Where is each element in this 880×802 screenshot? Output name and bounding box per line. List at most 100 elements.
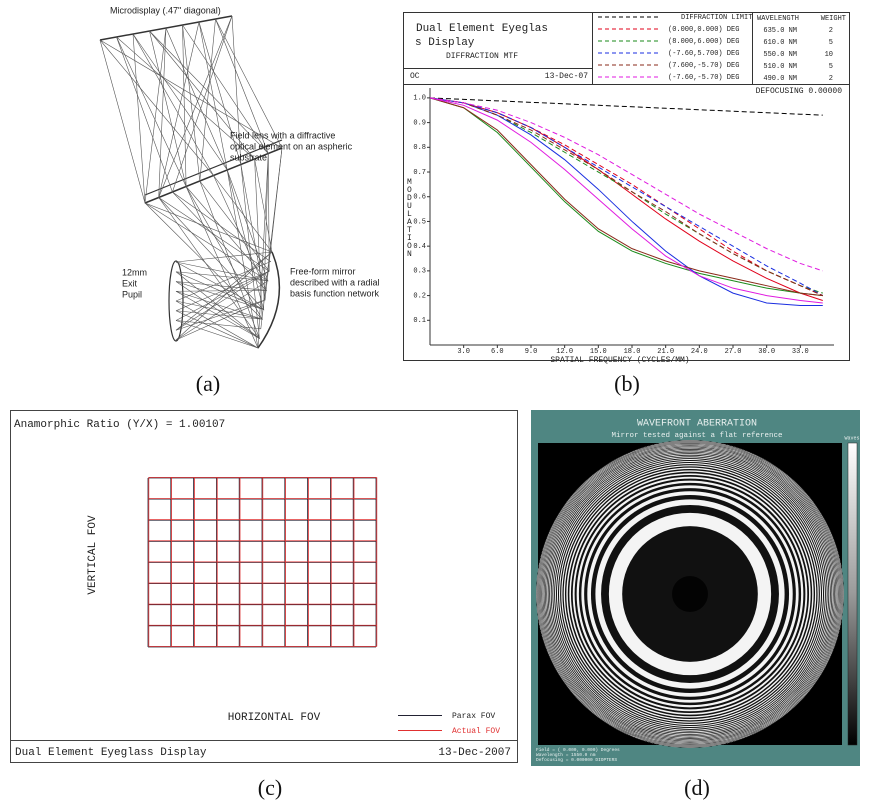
- y-tick-label: 0.4: [413, 243, 426, 251]
- mirror-surface: [257, 251, 281, 349]
- label-pupil: 12mm: [122, 267, 147, 277]
- label-microdisplay: Microdisplay (.47" diagonal): [110, 5, 221, 15]
- label-pupil: Pupil: [122, 289, 142, 299]
- ray: [175, 24, 269, 311]
- ray: [132, 33, 273, 331]
- ratio-label: Anamorphic Ratio (Y/X) = 1.00107: [14, 419, 225, 431]
- lens-surface: [144, 139, 283, 196]
- label-pupil: Exit: [122, 278, 138, 288]
- optical-layout: [99, 15, 283, 349]
- frame: [10, 410, 518, 763]
- table-cell: 2: [829, 27, 833, 35]
- map-title: WAVEFRONT ABERRATION: [637, 419, 757, 430]
- table-cell: 510.0 NM: [763, 63, 797, 71]
- table-header: WAVELENGTH: [757, 15, 799, 23]
- chart-subtitle: DIFFRACTION MTF: [446, 52, 518, 61]
- x-tick-label: 15.0: [590, 348, 607, 356]
- x-axis-label: HORIZONTAL FOV: [228, 712, 321, 724]
- map-footer: Defocusing = 0.000000 DIOPTERS: [536, 757, 617, 763]
- legend-label: DIFFRACTION LIMIT: [681, 14, 752, 22]
- chart-title: Dual Element Eyeglas: [416, 23, 548, 35]
- legend-label: (-7.60,5.700) DEG: [668, 50, 739, 58]
- exit-pupil: [168, 260, 184, 342]
- label-mirror: described with a radial: [290, 277, 380, 287]
- ray: [149, 30, 263, 320]
- table-cell: 2: [829, 75, 833, 83]
- mtf-chart: Dual Element Eyeglas s Display DIFFRACTI…: [403, 12, 850, 365]
- caption: (a): [196, 371, 220, 396]
- mtf-curve: [429, 97, 823, 306]
- table-cell: 610.0 NM: [763, 39, 797, 47]
- x-tick-label: 24.0: [691, 348, 708, 356]
- mtf-curve: [429, 97, 823, 297]
- y-tick-label: 0.6: [413, 194, 426, 202]
- legend-label: Parax FOV: [452, 712, 495, 721]
- y-tick-label: 0.2: [413, 292, 426, 300]
- table-cell: 490.0 NM: [763, 75, 797, 83]
- x-tick-label: 3.0: [457, 348, 470, 356]
- label-mirror: Free-form mirror: [290, 266, 356, 276]
- footer-date: 13-Dec-2007: [438, 747, 511, 759]
- x-tick-label: 27.0: [725, 348, 742, 356]
- ray: [149, 30, 269, 349]
- table-cell: 635.0 NM: [763, 27, 797, 35]
- legend-label: (-7.60,-5.70) DEG: [668, 74, 739, 82]
- y-axis-label: VERTICAL FOV: [87, 515, 99, 595]
- ray: [165, 27, 259, 349]
- caption: (b): [614, 371, 640, 396]
- y-tick-label: 0.9: [413, 119, 426, 127]
- mtf-curve: [429, 97, 823, 272]
- mtf-curve: [429, 97, 823, 116]
- table-cell: 550.0 NM: [763, 51, 797, 59]
- caption: (c): [258, 775, 282, 800]
- fringes: [536, 440, 844, 748]
- mtf-curve: [429, 97, 823, 301]
- caption: (d): [684, 775, 710, 800]
- distortion-grid: Anamorphic Ratio (Y/X) = 1.00107 VERTICA…: [10, 410, 518, 763]
- ray: [158, 21, 270, 321]
- x-tick-label: 9.0: [525, 348, 538, 356]
- mtf-curve: [429, 97, 823, 297]
- mtf-curve: [429, 97, 824, 297]
- wavefront-map: WAVEFRONT ABERRATION Mirror tested again…: [531, 410, 860, 766]
- label-mirror: basis function network: [290, 288, 380, 298]
- ray: [175, 18, 270, 312]
- ray: [175, 18, 283, 341]
- ray: [144, 27, 269, 341]
- x-tick-label: 6.0: [491, 348, 504, 356]
- ray: [116, 36, 268, 291]
- mtf-curve: [429, 97, 823, 297]
- legend-label: (0.000,0.000) DEG: [668, 26, 739, 34]
- fringe-core: [672, 576, 708, 612]
- ray: [175, 18, 261, 340]
- ray: [175, 24, 270, 331]
- x-tick-label: 21.0: [657, 348, 674, 356]
- label-field-lens: substrate: [230, 152, 267, 162]
- y-tick-label: 0.1: [413, 317, 426, 325]
- y-tick-label: 0.8: [413, 144, 426, 152]
- table-cell: 5: [829, 63, 833, 71]
- label-field-lens: Field lens with a diffractive: [230, 130, 335, 140]
- y-tick-label: 0.3: [413, 268, 426, 276]
- y-axis-label: MODULATION: [405, 178, 414, 258]
- table-header: WEIGHT: [821, 15, 846, 23]
- ray: [175, 15, 266, 331]
- map-footer: Wavelength = 1550.0 nm: [536, 752, 596, 758]
- legend-label: Actual FOV: [452, 727, 500, 736]
- x-tick-label: 18.0: [624, 348, 641, 356]
- x-tick-label: 30.0: [758, 348, 775, 356]
- ray: [158, 27, 265, 311]
- header-label: OC: [410, 72, 420, 81]
- chart-title: s Display: [415, 37, 475, 49]
- map-footer: Field = ( 0.000, 0.000) Degrees: [536, 747, 620, 753]
- header-date: 13-Dec-07: [545, 72, 588, 81]
- mtf-curve: [429, 97, 823, 304]
- label-field-lens: optical element on an aspheric: [230, 141, 353, 151]
- defocusing: DEFOCUSING 0.00000: [756, 87, 843, 96]
- scale-label: Waves: [844, 435, 859, 441]
- ray: [175, 21, 265, 311]
- ray: [175, 24, 259, 349]
- map-subtitle: Mirror tested against a flat reference: [611, 432, 782, 440]
- x-axis-label: SPATIAL FREQUENCY (CYCLES/MM): [550, 356, 689, 365]
- x-tick-label: 33.0: [792, 348, 809, 356]
